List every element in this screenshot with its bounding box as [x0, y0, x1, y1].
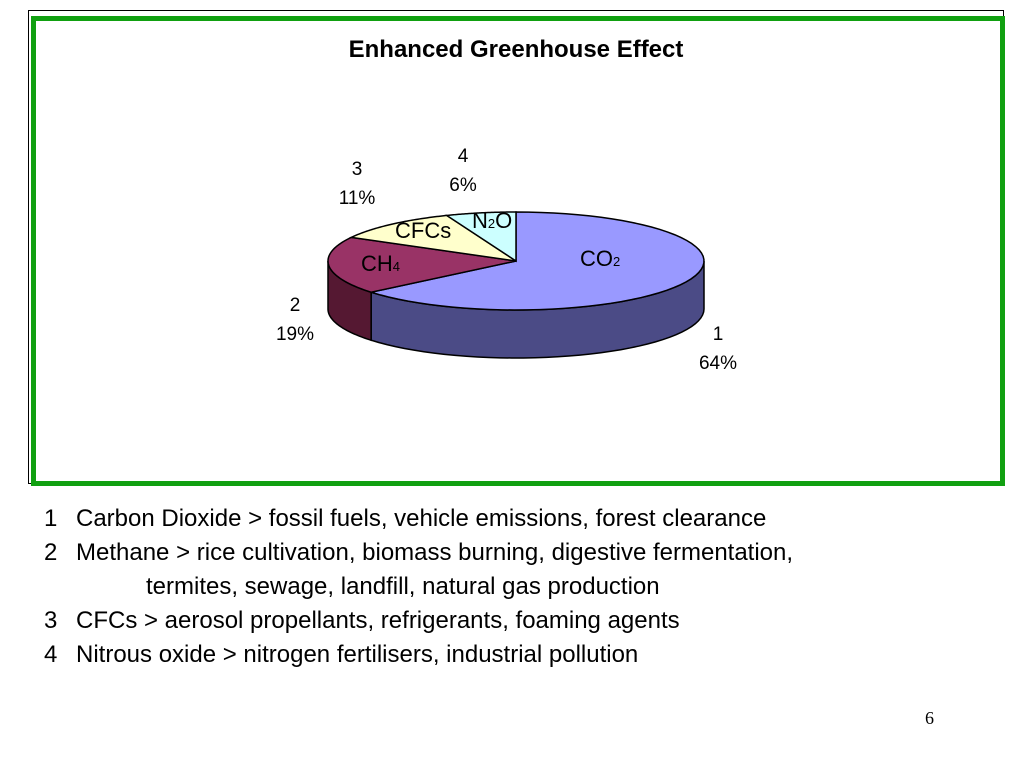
- slice-label-4: N2O: [472, 208, 512, 233]
- slice-label-3: CFCs: [395, 218, 451, 243]
- data-label-category-4: 4: [458, 146, 469, 167]
- legend-text: termites, sewage, landfill, natural gas …: [146, 573, 660, 600]
- legend-line-1: 1 Carbon Dioxide > fossil fuels, vehicle …: [44, 505, 766, 533]
- slice-label-1: CO2: [580, 246, 620, 271]
- legend-number: 4: [44, 641, 58, 668]
- pie-slice-4: [444, 211, 517, 263]
- data-label-category-3: 3: [352, 159, 363, 180]
- legend-number: 3: [44, 607, 58, 634]
- slice-label-2: CH4: [361, 251, 400, 276]
- chart-title: Enhanced Greenhouse Effect: [349, 36, 684, 63]
- pie-slice-2: [327, 236, 517, 294]
- pie-chart: Enhanced Greenhouse Effect CO2 CH4 CFCs N2O 1…: [276, 36, 737, 374]
- slide-number: 6: [925, 708, 934, 728]
- data-label-percent-3: 11%: [339, 188, 376, 209]
- legend-text: Carbon Dioxide > fossil fuels, vehicle e…: [76, 505, 767, 532]
- legend-number: 2: [44, 539, 58, 566]
- legend-line-2-continued: termites, sewage, landfill, natural gas …: [146, 573, 660, 601]
- legend-line-4: 4 Nitrous oxide > nitrogen fertilisers, i…: [44, 641, 638, 669]
- legend-line-2: 2 Methane > rice cultivation, biomass bur…: [44, 539, 793, 567]
- legend-text: Methane > rice cultivation, biomass burn…: [76, 539, 794, 566]
- data-label-category-2: 2: [290, 295, 301, 316]
- legend-text: CFCs > aerosol propellants, refrigerants…: [76, 607, 680, 634]
- legend-text: Nitrous oxide > nitrogen fertilisers, in…: [76, 641, 639, 668]
- pie-tops: [327, 211, 705, 311]
- data-label-percent-2: 19%: [276, 324, 314, 345]
- legend-line-3: 3 CFCs > aerosol propellants, refrigerant…: [44, 607, 680, 635]
- chart-border: [31, 16, 1005, 486]
- data-label-category-1: 1: [713, 324, 724, 345]
- legend-number: 1: [44, 505, 58, 532]
- pie-slice-1: [370, 211, 705, 311]
- pie-slice-3: [348, 214, 517, 262]
- data-label-percent-1: 64%: [699, 353, 737, 374]
- data-label-percent-4: 6%: [449, 175, 477, 196]
